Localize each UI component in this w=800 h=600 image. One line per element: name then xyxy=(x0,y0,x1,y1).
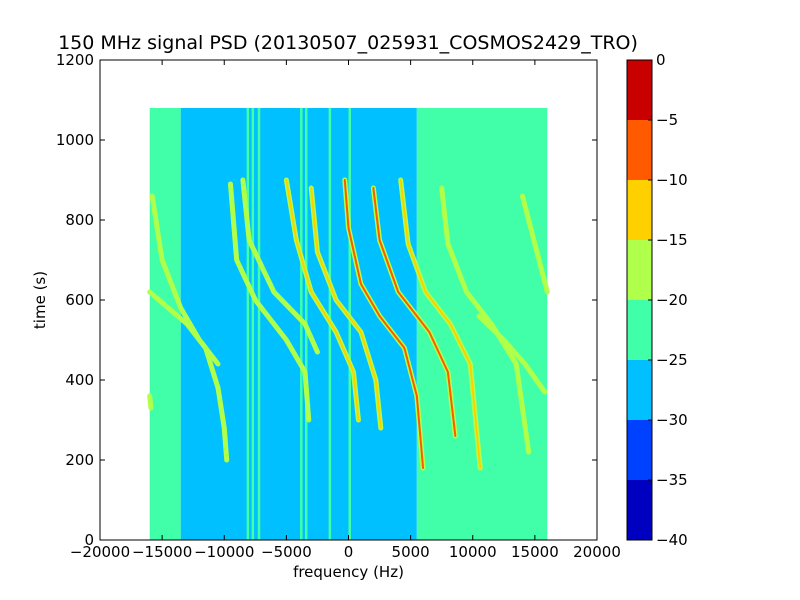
signal-trace xyxy=(148,291,228,461)
colorbar-band xyxy=(627,300,652,360)
colorbar-band xyxy=(627,120,652,180)
x-tick-label: 20000 xyxy=(573,543,621,561)
y-tick-label: 1000 xyxy=(56,131,94,149)
colorbar-band xyxy=(627,360,652,420)
background-region xyxy=(416,108,548,540)
x-tick-label: 10000 xyxy=(449,543,497,561)
x-tick-label: 0 xyxy=(344,543,354,561)
signal-trace xyxy=(241,179,319,353)
signal-trace xyxy=(521,195,549,293)
colorbar: −40 −35 −30 −25 −20 −15 −10 −5 0 xyxy=(626,51,688,549)
x-axis-label: frequency (Hz) xyxy=(293,563,404,581)
colorbar-tick-label: 0 xyxy=(656,51,666,69)
x-axis: −20000 −15000 −10000 −5000 0 5000 10000 15000 20… xyxy=(70,60,621,561)
colorbar-tick-label: −30 xyxy=(656,411,688,429)
x-tick-label: −10000 xyxy=(194,543,254,561)
x-tick-label: −15000 xyxy=(132,543,192,561)
x-tick-label: −20000 xyxy=(70,543,130,561)
y-tick-label: 600 xyxy=(65,291,94,309)
colorbar-tick-label: −10 xyxy=(656,171,688,189)
signal-trace xyxy=(285,179,360,421)
y-axis: 0 200 400 600 800 1000 1200 xyxy=(56,51,597,549)
signal-trace xyxy=(310,187,382,429)
y-tick-label: 200 xyxy=(65,451,94,469)
colorbar-band xyxy=(627,420,652,480)
x-tick-label: 15000 xyxy=(511,543,559,561)
signal-trace xyxy=(372,187,457,437)
colorbar-band xyxy=(627,240,652,300)
signal-trace xyxy=(148,395,152,409)
x-tick-label: 5000 xyxy=(392,543,430,561)
y-tick-label: 1200 xyxy=(56,51,94,69)
colorbar-band xyxy=(627,60,652,120)
colorbar-tick-label: −25 xyxy=(656,351,688,369)
signal-trace xyxy=(399,179,482,469)
colorbar-tick-label: −15 xyxy=(656,231,688,249)
background-region xyxy=(180,108,417,540)
y-tick-label: 0 xyxy=(84,531,94,549)
signal-trace xyxy=(440,187,530,453)
colorbar-band xyxy=(627,180,652,240)
heatmap-image xyxy=(147,108,550,540)
signal-trace xyxy=(151,195,220,365)
signal-trace xyxy=(477,315,546,393)
y-tick-label: 800 xyxy=(65,211,94,229)
chart-title: 150 MHz signal PSD (20130507_025931_COSM… xyxy=(58,32,638,54)
background-region xyxy=(149,108,181,540)
y-tick-label: 400 xyxy=(65,371,94,389)
signal-trace xyxy=(229,183,310,421)
colorbar-tick-label: −5 xyxy=(656,111,678,129)
y-axis-label: time (s) xyxy=(31,271,49,329)
signal-trace xyxy=(343,179,425,469)
colorbar-tick-label: −35 xyxy=(656,471,688,489)
colorbar-band xyxy=(627,480,652,540)
colorbar-tick-label: −20 xyxy=(656,291,688,309)
x-tick-label: −5000 xyxy=(261,543,312,561)
colorbar-tick-label: −40 xyxy=(656,531,688,549)
